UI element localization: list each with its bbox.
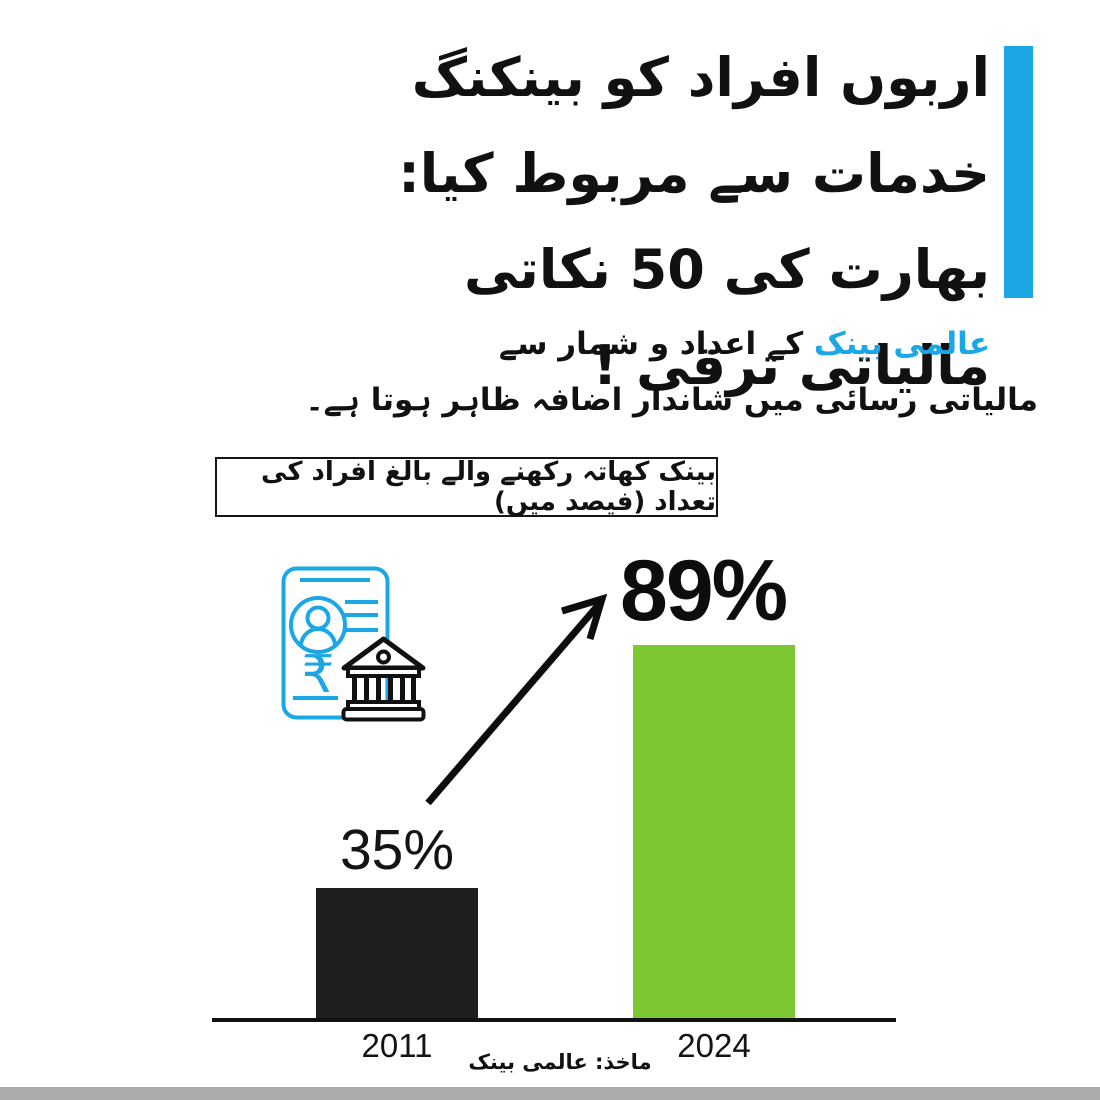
subtitle-line-2: مالیاتی رسائی میں شاندار اضافہ ظاہر ہوتا…	[305, 382, 1038, 418]
headline-line-3: مالیاتی ترقی !	[592, 334, 990, 397]
bar-2011	[316, 888, 478, 1018]
chart-title-box: بینک کھاتہ رکھنے والے بالغ افراد کی تعدا…	[215, 457, 718, 517]
bank-building-icon	[341, 636, 426, 722]
source-note: ماخذ: عالمی بینک	[468, 1050, 652, 1074]
bank-passbook-id-icon: ₹	[281, 566, 390, 720]
growth-arrow-icon	[425, 593, 608, 806]
x-axis-line	[212, 1018, 896, 1022]
x-tick-2024: 2024	[677, 1027, 751, 1064]
subtitle-highlight: عالمی بینک	[813, 326, 990, 362]
subtitle-line-1: عالمی بینک کے اعداد و شمار سے	[499, 326, 990, 362]
value-label-2011: 35%	[339, 818, 455, 882]
subtitle-rest: کے اعداد و شمار سے	[498, 326, 814, 362]
headline-line-2: بھارت کی 50 نکاتی	[463, 238, 990, 301]
value-label-2024: 89%	[620, 543, 788, 639]
x-tick-2011: 2011	[361, 1027, 433, 1064]
footer-strip	[0, 1087, 1100, 1100]
rupee-symbol: ₹	[301, 645, 334, 705]
headline-line-1: اربوں افراد کو بینکنگ خدمات سے مربوط کیا…	[398, 46, 990, 205]
bar-2024	[633, 645, 795, 1018]
headline: اربوں افراد کو بینکنگ خدمات سے مربوط کیا…	[230, 30, 990, 414]
accent-bar	[1004, 46, 1033, 298]
